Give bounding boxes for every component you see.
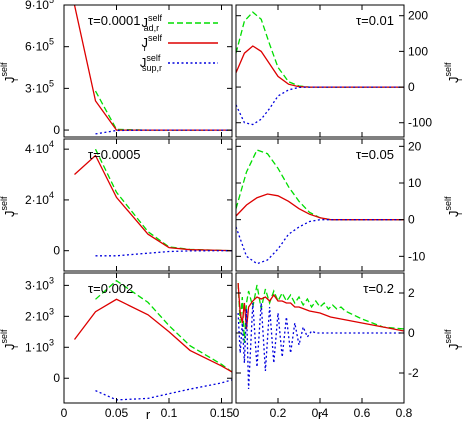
series-line-top-right-2: [236, 86, 404, 126]
y-tick-label: 1·103: [25, 337, 54, 354]
y-tick-label: 4·104: [25, 139, 54, 156]
x-tick-label: 0.2: [270, 406, 287, 420]
y-axis-label: Jselfr: [0, 62, 20, 83]
y-tick-label: 100: [408, 44, 428, 58]
y-axis-label: Jselfr: [443, 62, 464, 83]
panel-annotation: τ=0.2: [363, 281, 394, 296]
y-tick-label: 0: [408, 80, 415, 94]
x-tick-label: 0.15: [210, 406, 234, 420]
series-line-top-right-1: [236, 45, 404, 88]
panel-annotation: τ=0.0005: [88, 147, 141, 162]
x-axis-label: r: [146, 407, 151, 421]
series-line-middle-right-0: [236, 149, 404, 221]
y-tick-label: 0: [53, 244, 60, 258]
y-tick-label: 20: [408, 139, 422, 153]
series-line-bottom-right-2: [237, 302, 404, 390]
series-line-bottom-right-1: [237, 282, 404, 332]
y-tick-label: 0: [408, 213, 415, 227]
legend-label: Jself r: [141, 33, 162, 53]
series-line-top-right-0: [236, 11, 404, 88]
y-tick-label: 0: [53, 123, 60, 137]
plot-frame: [63, 272, 233, 404]
plot-frame: [63, 4, 233, 138]
y-axis-label: Jselfr: [0, 196, 20, 217]
x-tick-label: 0: [61, 406, 68, 420]
panel-bottom-right: -2 0 2 0 0.2 0.4 0.6 0.8 r τ=0.2: [233, 272, 419, 421]
x-tick-label: 0.1: [161, 406, 178, 420]
y-axis-label: Jselfr: [0, 329, 20, 350]
series-line-middle-right-2: [236, 219, 404, 265]
series-line-top-left-2: [95, 129, 232, 135]
y-tick-label: 10: [408, 176, 422, 190]
y-tick-label: 6·105: [25, 37, 54, 54]
series-line-bottom-left-0: [95, 279, 232, 373]
panel-bottom-left: 0 1·103 2·103 3·103 0 0.05 0.1 0.15 r τ=0.002: [25, 272, 234, 421]
legend-label: Jself ad,r: [141, 13, 162, 33]
legend-label: Jself sup,r: [140, 53, 162, 73]
series-line-middle-left-0: [94, 148, 232, 252]
y-tick-label: 2: [408, 286, 415, 300]
y-tick-label: 2·103: [25, 306, 54, 323]
plot-frame: [63, 138, 233, 272]
panel-annotation: τ=0.0001: [88, 13, 141, 28]
x-tick-label: 0.6: [354, 406, 371, 420]
y-tick-label: -10: [408, 249, 426, 263]
series-line-middle-right-1: [236, 193, 404, 221]
y-tick-label: 0: [53, 371, 60, 385]
y-tick-label: 3·103: [25, 275, 54, 292]
x-tick-label: 0: [233, 406, 240, 420]
y-tick-label: 0: [408, 326, 415, 340]
series-line-bottom-left-1: [73, 298, 232, 373]
series-line-bottom-left-2: [95, 379, 232, 401]
panel-middle-left: 0 2·104 4·104 τ=0.0005: [25, 138, 233, 272]
panel-annotation: τ=0.01: [356, 13, 394, 28]
panel-top-right: -100 0 100 200 τ=0.01: [235, 4, 432, 138]
x-tick-label: 0.05: [105, 406, 129, 420]
panel-annotation: τ=0.05: [356, 147, 394, 162]
y-tick-label: 9·105: [25, 0, 54, 12]
panel-annotation: τ=0.002: [88, 281, 133, 296]
y-axis-label: Jselfr: [443, 329, 464, 350]
y-tick-label: 2·104: [25, 190, 54, 207]
panel-middle-right: -10 0 10 20 τ=0.05: [235, 138, 426, 272]
series-line-middle-left-2: [95, 250, 232, 257]
x-tick-label: 0.8: [396, 406, 413, 420]
x-tick-label: 0.4: [312, 406, 329, 420]
y-tick-label: -2: [408, 366, 419, 380]
x-axis-label: r: [318, 407, 323, 421]
y-tick-label: -100: [408, 116, 432, 130]
y-tick-label: 3·105: [25, 78, 54, 95]
series-line-middle-left-1: [74, 154, 232, 252]
y-tick-label: 200: [408, 9, 428, 23]
series-line-top-left-0: [94, 90, 232, 131]
y-axis-label: Jselfr: [443, 196, 464, 217]
